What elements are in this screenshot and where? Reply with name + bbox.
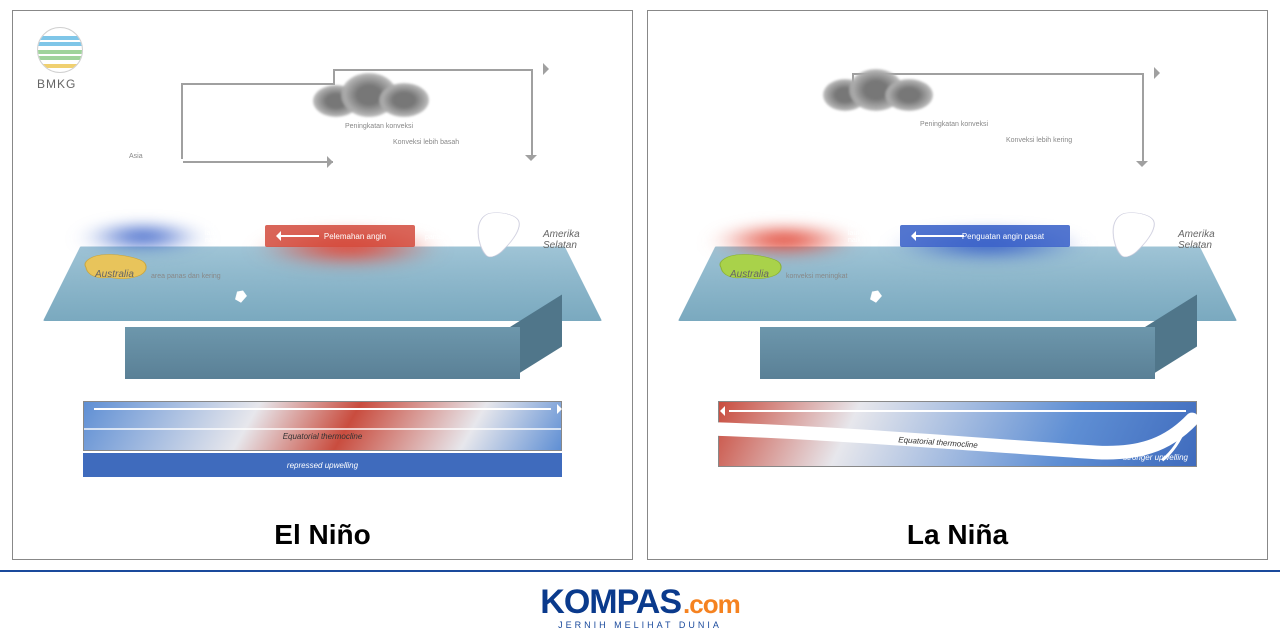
circ-arrowhead <box>525 155 537 167</box>
label-south-america: Amerika Selatan <box>543 229 593 251</box>
cloud-label-top: Peningkatan konveksi <box>920 121 988 128</box>
circ-arrowhead <box>543 63 555 75</box>
thermocline-xsection: Equatorial thermocline repressed upwelli… <box>83 401 562 479</box>
cloud-label-sub: Konveksi lebih kering <box>1006 137 1072 144</box>
cloud-label-top: Peningkatan konveksi <box>345 123 413 130</box>
footer: KOMPAS .com JERNIH MELIHAT DUNIA <box>0 570 1280 640</box>
bmkg-logo: BMKG <box>37 27 107 91</box>
circ-arrowhead <box>1154 67 1166 79</box>
panel-elnino: BMKG Peningkatan konveksi Konveksi lebih… <box>12 10 633 560</box>
circ-line <box>1142 73 1144 165</box>
bmkg-logo-circle <box>37 27 83 73</box>
label-australia: Australia <box>95 269 134 280</box>
continent-nz <box>233 290 251 305</box>
thermocline-xsection: Equatorial thermocline stronger upwellin… <box>718 401 1197 479</box>
aus-note: konveksi meningkat <box>786 273 847 281</box>
wind-label-text: Penguatan angin pasat <box>962 232 1044 241</box>
label-south-america: Amerika Selatan <box>1178 229 1228 251</box>
upwelling-label: repressed upwelling <box>287 461 358 470</box>
cloud-label-sub: Konveksi lebih basah <box>393 139 459 146</box>
left-note: Asia <box>129 153 143 160</box>
wind-label-bar: Pelemahan angin <box>265 225 415 247</box>
brand-logo: KOMPAS .com <box>540 583 739 622</box>
brand-main: KOMPAS <box>540 583 681 622</box>
circ-line <box>183 83 333 85</box>
circ-line <box>531 69 533 159</box>
cloud <box>313 73 433 121</box>
panel-lanina: Peningkatan konveksi Konveksi lebih keri… <box>647 10 1268 560</box>
xs-arrow <box>94 408 551 410</box>
bmkg-logo-label: BMKG <box>37 77 107 91</box>
aus-note: area panas dan kering <box>151 273 221 281</box>
label-australia: Australia <box>730 269 769 280</box>
upwelling-label: stronger upwelling <box>1123 453 1188 462</box>
cloud <box>823 69 938 115</box>
continent-south-america <box>1103 212 1181 269</box>
continent-south-america <box>468 212 546 269</box>
wind-label-bar: Penguatan angin pasat <box>900 225 1070 247</box>
panel-title-lanina: La Niña <box>648 519 1267 551</box>
circ-line <box>183 161 333 163</box>
circ-line <box>333 69 533 71</box>
brand-tagline: JERNIH MELIHAT DUNIA <box>558 620 722 630</box>
circ-line <box>181 83 183 159</box>
thermocline-label: Equatorial thermocline <box>283 432 363 441</box>
panel-title-elnino: El Niño <box>13 519 632 551</box>
brand-suffix: .com <box>683 589 740 620</box>
diagram-panels: BMKG Peningkatan konveksi Konveksi lebih… <box>0 0 1280 560</box>
circ-arrowhead <box>327 156 339 168</box>
wind-label-text: Pelemahan angin <box>324 232 386 241</box>
continent-nz <box>868 290 886 305</box>
